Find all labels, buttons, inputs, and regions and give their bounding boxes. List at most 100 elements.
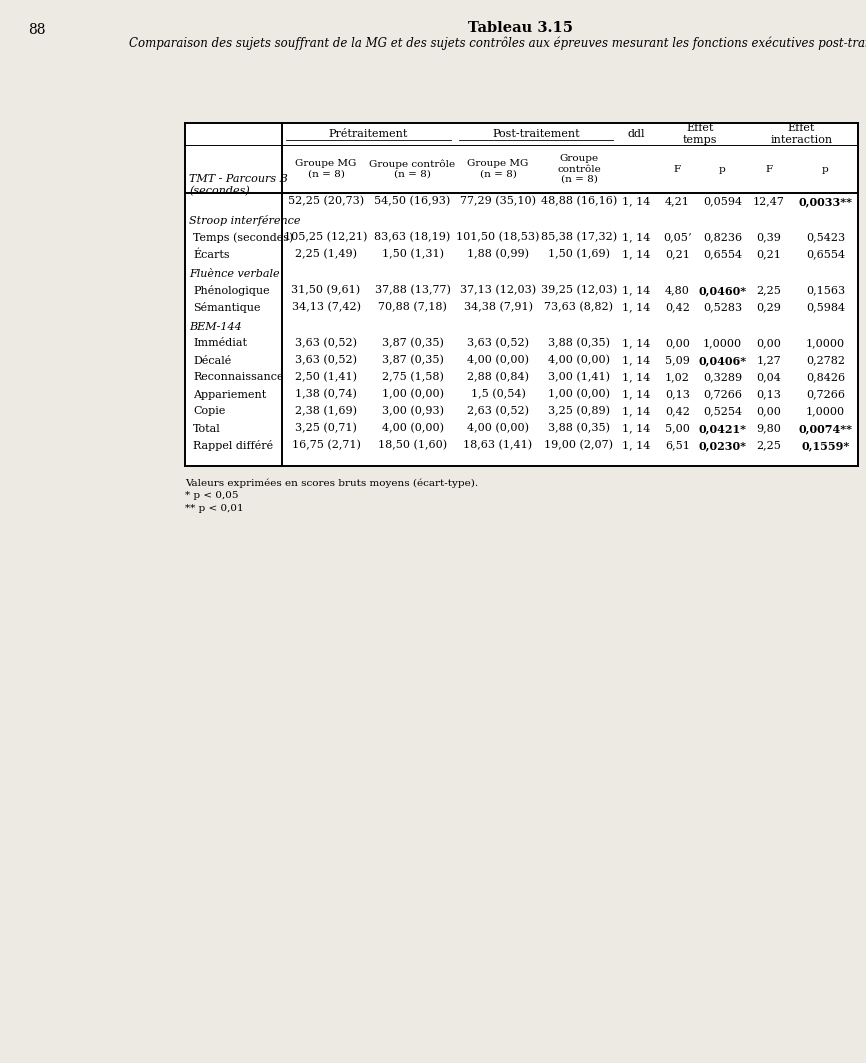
Text: 5,00: 5,00 xyxy=(665,423,690,434)
Text: 0,6554: 0,6554 xyxy=(703,250,742,259)
Text: Fluènce verbale: Fluènce verbale xyxy=(189,269,280,279)
Text: 0,42: 0,42 xyxy=(665,303,690,313)
Text: Sémantique: Sémantique xyxy=(193,302,261,313)
Text: 3,00 (0,93): 3,00 (0,93) xyxy=(382,406,443,417)
Text: 1, 14: 1, 14 xyxy=(622,406,650,417)
Text: 0,0460*: 0,0460* xyxy=(699,285,746,296)
Text: Effet
temps: Effet temps xyxy=(682,123,717,145)
Text: Effet
interaction: Effet interaction xyxy=(771,123,832,145)
Text: 1, 14: 1, 14 xyxy=(622,423,650,434)
Text: 0,7266: 0,7266 xyxy=(703,389,742,400)
Text: 4,00 (0,00): 4,00 (0,00) xyxy=(467,355,529,366)
Text: Temps (secondes): Temps (secondes) xyxy=(193,232,294,242)
Text: * p < 0,05: * p < 0,05 xyxy=(185,491,238,500)
Text: 0,21: 0,21 xyxy=(757,250,781,259)
Text: 0,5254: 0,5254 xyxy=(703,406,742,417)
Text: 39,25 (12,03): 39,25 (12,03) xyxy=(541,285,617,296)
Text: 1, 14: 1, 14 xyxy=(622,303,650,313)
Bar xyxy=(185,123,858,466)
Text: 0,39: 0,39 xyxy=(757,233,781,242)
Text: 1,88 (0,99): 1,88 (0,99) xyxy=(467,250,529,259)
Text: 101,50 (18,53): 101,50 (18,53) xyxy=(456,233,540,242)
Text: 2,25 (1,49): 2,25 (1,49) xyxy=(295,250,357,259)
Text: 0,00: 0,00 xyxy=(757,338,781,349)
Text: 0,8236: 0,8236 xyxy=(703,233,742,242)
Text: 34,38 (7,91): 34,38 (7,91) xyxy=(463,302,533,313)
Text: 0,5283: 0,5283 xyxy=(703,303,742,313)
Text: Comparaison des sujets souffrant de la MG et des sujets contrôles aux épreuves m: Comparaison des sujets souffrant de la M… xyxy=(129,37,866,51)
Text: 0,00: 0,00 xyxy=(665,338,690,349)
Text: 1, 14: 1, 14 xyxy=(622,197,650,206)
Text: 2,38 (1,69): 2,38 (1,69) xyxy=(295,406,357,417)
Text: 1,0000: 1,0000 xyxy=(806,338,845,349)
Text: p: p xyxy=(719,165,726,173)
Text: 73,63 (8,82): 73,63 (8,82) xyxy=(545,302,613,313)
Text: 0,0230*: 0,0230* xyxy=(699,440,746,451)
Text: Groupe MG
(n = 8): Groupe MG (n = 8) xyxy=(295,159,357,179)
Text: 19,00 (2,07): 19,00 (2,07) xyxy=(545,440,613,451)
Text: 18,50 (1,60): 18,50 (1,60) xyxy=(378,440,447,451)
Text: Groupe contrôle
(n = 8): Groupe contrôle (n = 8) xyxy=(370,159,456,179)
Text: 2,50 (1,41): 2,50 (1,41) xyxy=(295,372,357,383)
Text: Phénologique: Phénologique xyxy=(193,285,269,296)
Text: 48,88 (16,16): 48,88 (16,16) xyxy=(541,197,617,206)
Text: 88: 88 xyxy=(28,23,46,37)
Text: 4,00 (0,00): 4,00 (0,00) xyxy=(467,423,529,434)
Text: 1, 14: 1, 14 xyxy=(622,372,650,383)
Text: p: p xyxy=(822,165,829,173)
Text: 3,87 (0,35): 3,87 (0,35) xyxy=(382,355,443,366)
Text: 1, 14: 1, 14 xyxy=(622,440,650,451)
Text: 37,88 (13,77): 37,88 (13,77) xyxy=(375,285,450,296)
Text: 34,13 (7,42): 34,13 (7,42) xyxy=(292,302,360,313)
Text: 1, 14: 1, 14 xyxy=(622,233,650,242)
Text: 2,63 (0,52): 2,63 (0,52) xyxy=(467,406,529,417)
Text: Stroop interférence: Stroop interférence xyxy=(189,216,301,226)
Text: Reconnaissance: Reconnaissance xyxy=(193,372,283,383)
Text: 1, 14: 1, 14 xyxy=(622,338,650,349)
Text: 31,50 (9,61): 31,50 (9,61) xyxy=(292,285,360,296)
Text: 0,0033**: 0,0033** xyxy=(798,196,852,207)
Text: 1, 14: 1, 14 xyxy=(622,389,650,400)
Text: 4,00 (0,00): 4,00 (0,00) xyxy=(382,423,443,434)
Text: 2,25: 2,25 xyxy=(757,440,781,451)
Text: 18,63 (1,41): 18,63 (1,41) xyxy=(463,440,533,451)
Text: 2,25: 2,25 xyxy=(757,286,781,296)
Text: 1,00 (0,00): 1,00 (0,00) xyxy=(382,389,443,400)
Text: 4,00 (0,00): 4,00 (0,00) xyxy=(548,355,610,366)
Text: 0,0406*: 0,0406* xyxy=(699,355,746,366)
Text: 3,63 (0,52): 3,63 (0,52) xyxy=(295,338,357,349)
Text: 4,80: 4,80 xyxy=(665,286,690,296)
Text: 0,0074**: 0,0074** xyxy=(798,423,852,434)
Text: 85,38 (17,32): 85,38 (17,32) xyxy=(541,233,617,242)
Text: 1,50 (1,31): 1,50 (1,31) xyxy=(382,250,443,259)
Text: Tableau 3.15: Tableau 3.15 xyxy=(468,21,572,35)
Text: 1, 14: 1, 14 xyxy=(622,250,650,259)
Text: 52,25 (20,73): 52,25 (20,73) xyxy=(288,197,364,206)
Text: 0,5984: 0,5984 xyxy=(806,303,845,313)
Text: 3,00 (1,41): 3,00 (1,41) xyxy=(548,372,610,383)
Text: 1,27: 1,27 xyxy=(757,355,781,366)
Text: 3,63 (0,52): 3,63 (0,52) xyxy=(295,355,357,366)
Text: 0,42: 0,42 xyxy=(665,406,690,417)
Text: 105,25 (12,21): 105,25 (12,21) xyxy=(284,233,368,242)
Text: 3,88 (0,35): 3,88 (0,35) xyxy=(548,338,610,349)
Text: Immédiat: Immédiat xyxy=(193,338,247,349)
Text: Groupe MG
(n = 8): Groupe MG (n = 8) xyxy=(468,159,528,179)
Text: 0,29: 0,29 xyxy=(757,303,781,313)
Text: 0,1563: 0,1563 xyxy=(806,286,845,296)
Text: 5,09: 5,09 xyxy=(665,355,690,366)
Text: 1,5 (0,54): 1,5 (0,54) xyxy=(470,389,526,400)
Text: F: F xyxy=(674,165,681,173)
Text: 83,63 (18,19): 83,63 (18,19) xyxy=(374,233,450,242)
Text: Copie: Copie xyxy=(193,406,225,417)
Text: 2,88 (0,84): 2,88 (0,84) xyxy=(467,372,529,383)
Text: 77,29 (35,10): 77,29 (35,10) xyxy=(460,197,536,206)
Text: ddl: ddl xyxy=(627,129,645,139)
Text: 1,0000: 1,0000 xyxy=(806,406,845,417)
Text: 54,50 (16,93): 54,50 (16,93) xyxy=(374,197,450,206)
Text: 6,51: 6,51 xyxy=(665,440,690,451)
Text: Groupe
contrôle
(n = 8): Groupe contrôle (n = 8) xyxy=(557,154,601,184)
Text: 3,25 (0,71): 3,25 (0,71) xyxy=(295,423,357,434)
Text: 1,38 (0,74): 1,38 (0,74) xyxy=(295,389,357,400)
Text: 0,2782: 0,2782 xyxy=(806,355,845,366)
